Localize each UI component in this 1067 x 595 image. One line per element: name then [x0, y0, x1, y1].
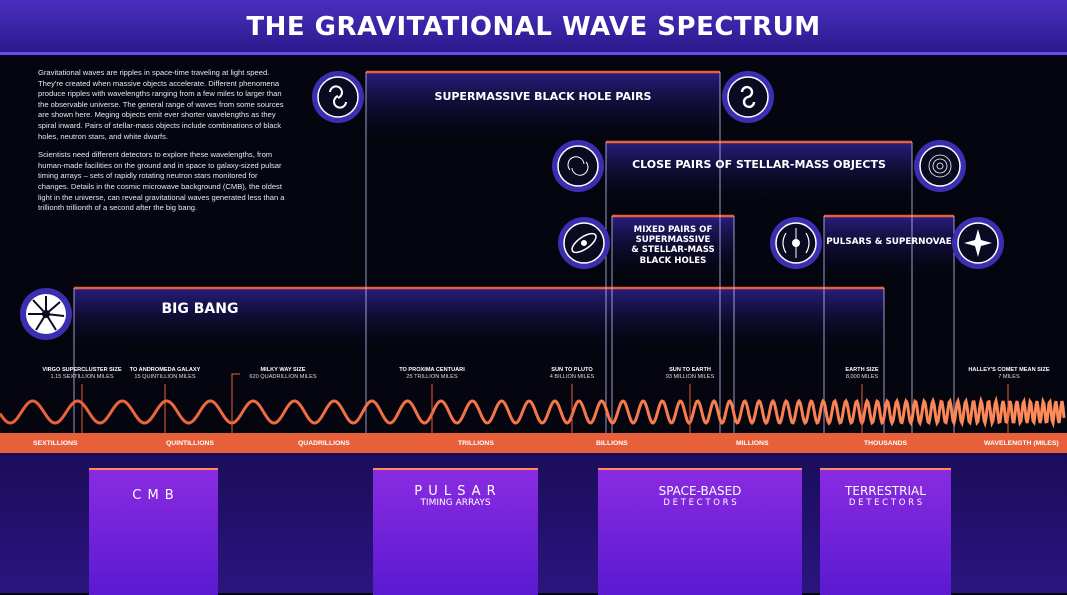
scale-sub: 25 TRILLION MILES — [406, 374, 458, 380]
detector-space-title: SPACE-BASED — [658, 484, 742, 498]
wavelength-axis — [0, 433, 1067, 453]
scale-sub: 620 QUADRILLION MILES — [249, 374, 317, 380]
mixed-icon — [558, 217, 610, 269]
mixed-label-line-3: & STELLAR-MASS — [631, 245, 715, 256]
detector-terrestrial: TERRESTRIAL D E T E C T O R S — [820, 468, 951, 595]
smbh-left-icon — [312, 71, 364, 123]
stellar-left-icon — [552, 140, 604, 192]
stellar-right-icon — [914, 140, 966, 192]
bigbang-band — [74, 288, 884, 348]
axis-label-trillions: TRILLIONS — [458, 440, 494, 447]
gravitational-wave — [0, 395, 1066, 429]
scale-label-proxima: TO PROXIMA CENTUARI 25 TRILLION MILES — [377, 367, 487, 381]
detector-cmb: C M B — [89, 468, 218, 595]
detector-pta-title: P U L S A R — [414, 484, 497, 499]
detector-pta-subtitle: TIMING ARRAYS — [420, 498, 491, 508]
scale-title: MILKY WAY SIZE — [260, 367, 306, 373]
mixed-band — [612, 216, 734, 276]
pulsar-band — [824, 216, 954, 276]
title-bar: THE GRAVITATIONAL WAVE SPECTRUM — [0, 0, 1067, 55]
scale-sub: 1.15 SEXTILLION MILES — [50, 374, 114, 380]
mixed-label-line-1: MIXED PAIRS OF — [633, 225, 713, 235]
scale-label-pluto: SUN TO PLUTO 4 BILLION MILES — [527, 367, 617, 381]
bigbang-label: BIG BANG — [161, 301, 239, 317]
mixed-label: MIXED PAIRS OF SUPERMASSIVE & STELLAR-MA… — [612, 225, 734, 266]
axis-label-billions: BILLIONS — [596, 440, 628, 447]
pulsar-right-icon — [952, 217, 1004, 269]
scale-title: SUN TO PLUTO — [551, 367, 593, 373]
stellar-label: CLOSE PAIRS OF STELLAR-MASS OBJECTS — [632, 158, 886, 171]
intro-text: Gravitational waves are ripples in space… — [38, 68, 290, 222]
scale-title: VIRGO SUPERCLUSTER SIZE — [42, 367, 122, 373]
axis-label-quintillions: QUINTILLIONS — [166, 440, 214, 447]
mixed-label-line-4: BLACK HOLES — [639, 255, 707, 266]
scale-sub: 15 QUINTILLION MILES — [134, 374, 196, 380]
scale-title: TO PROXIMA CENTUARI — [399, 367, 465, 373]
intro-paragraph-1: Gravitational waves are ripples in space… — [38, 68, 284, 141]
page-title: THE GRAVITATIONAL WAVE SPECTRUM — [246, 12, 821, 42]
scale-label-earth-orbit: SUN TO EARTH 93 MILLION MILES — [645, 367, 735, 381]
detector-space: SPACE-BASED D E T E C T O R S — [598, 468, 802, 595]
bigbang-icon — [20, 288, 72, 340]
detector-terrestrial-subtitle: D E T E C T O R S — [848, 498, 923, 508]
detector-pta: P U L S A R TIMING ARRAYS — [373, 468, 538, 595]
scale-title: HALLEY'S COMET MEAN SIZE — [968, 367, 1050, 373]
axis-label-thousands: THOUSANDS — [864, 440, 908, 447]
pulsar-left-icon — [770, 217, 822, 269]
detector-terrestrial-title: TERRESTRIAL — [845, 484, 926, 498]
intro-paragraph-2: Scientists need different detectors to e… — [38, 150, 285, 213]
scale-title: SUN TO EARTH — [669, 367, 711, 373]
scale-sub: 4 BILLION MILES — [549, 374, 595, 380]
scale-markers — [81, 373, 1009, 440]
scale-label-earth-size: EARTH SIZE 8,000 MILES — [822, 367, 902, 381]
mixed-label-line-2: SUPERMASSIVE — [635, 235, 711, 246]
scale-title: TO ANDROMEDA GALAXY — [129, 367, 201, 373]
axis-label-quadrillions: QUADRILLIONS — [298, 440, 350, 447]
scale-sub: 7 MILES — [998, 374, 1020, 380]
scale-label-milky-way: MILKY WAY SIZE 620 QUADRILLION MILES — [228, 367, 338, 381]
range-lines — [73, 72, 955, 440]
scale-label-andromeda: TO ANDROMEDA GALAXY 15 QUINTILLION MILES — [110, 367, 220, 381]
smbh-band — [366, 72, 720, 142]
smbh-right-icon — [722, 71, 774, 123]
scale-sub: 8,000 MILES — [845, 374, 879, 380]
detector-cmb-title: C M B — [132, 488, 175, 503]
axis-label-wavelength: WAVELENGTH (MILES) — [984, 440, 1059, 447]
scale-label-halley: HALLEY'S COMET MEAN SIZE 7 MILES — [954, 367, 1064, 381]
smbh-label: SUPERMASSIVE BLACK HOLE PAIRS — [434, 90, 652, 103]
detector-space-subtitle: D E T E C T O R S — [663, 498, 737, 508]
axis-label-sextillions: SEXTILLIONS — [33, 440, 78, 447]
axis-label-millions: MILLIONS — [736, 440, 769, 447]
stellar-band — [606, 142, 912, 202]
scale-title: EARTH SIZE — [845, 367, 879, 373]
pulsars-label: PULSARS & SUPERNOVAE — [826, 237, 952, 247]
scale-sub: 93 MILLION MILES — [665, 374, 715, 380]
scale-label-virgo: VIRGO SUPERCLUSTER SIZE 1.15 SEXTILLION … — [22, 367, 142, 381]
